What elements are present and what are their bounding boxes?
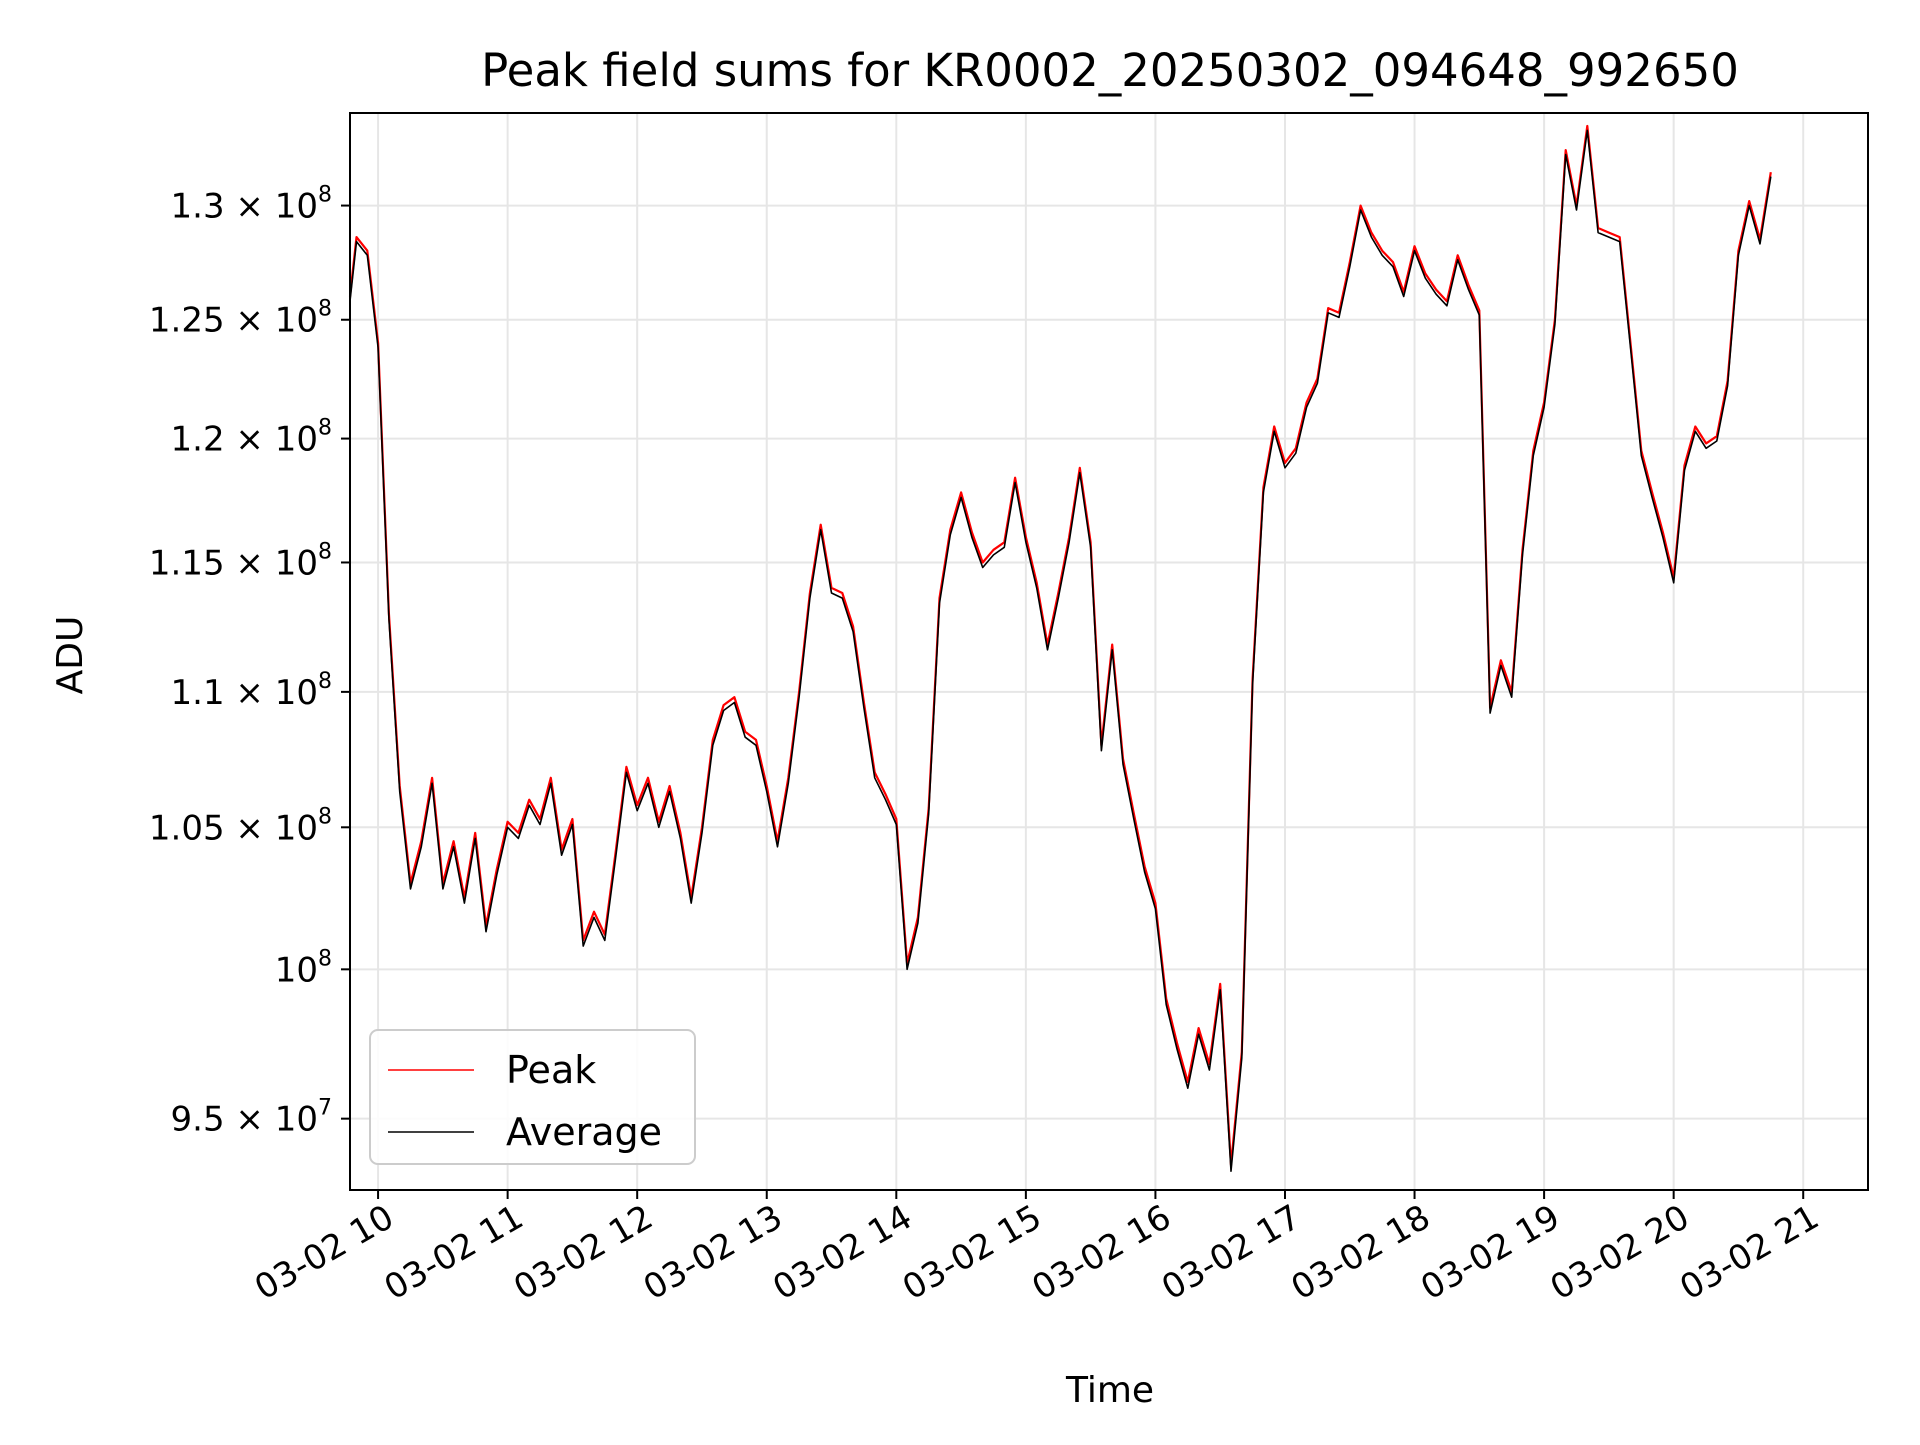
series-line-average xyxy=(349,129,1772,1172)
y-tick-label: 1.05 × 108 xyxy=(149,804,332,848)
grid xyxy=(350,113,1868,1190)
legend-label-peak: Peak xyxy=(506,1048,596,1092)
y-axis-label: ADU xyxy=(50,616,91,695)
legend: Peak Average xyxy=(369,1029,696,1165)
series-lines xyxy=(348,124,1772,1172)
legend-label-average: Average xyxy=(506,1110,662,1154)
legend-frame xyxy=(369,1029,696,1165)
x-axis-label: Time xyxy=(1065,1370,1154,1411)
y-tick-label: 1.1 × 108 xyxy=(171,669,332,713)
y-tick-label: 1.2 × 108 xyxy=(171,416,332,460)
plot-frame xyxy=(349,112,1869,1191)
y-tick-label: 1.15 × 108 xyxy=(149,539,332,583)
chart-title: Peak field sums for KR0002_20250302_0946… xyxy=(481,44,1739,97)
y-tick-label: 1.3 × 108 xyxy=(171,183,332,227)
y-tick-label: 9.5 × 107 xyxy=(171,1096,332,1140)
y-tick-label: 1.25 × 108 xyxy=(149,297,332,341)
